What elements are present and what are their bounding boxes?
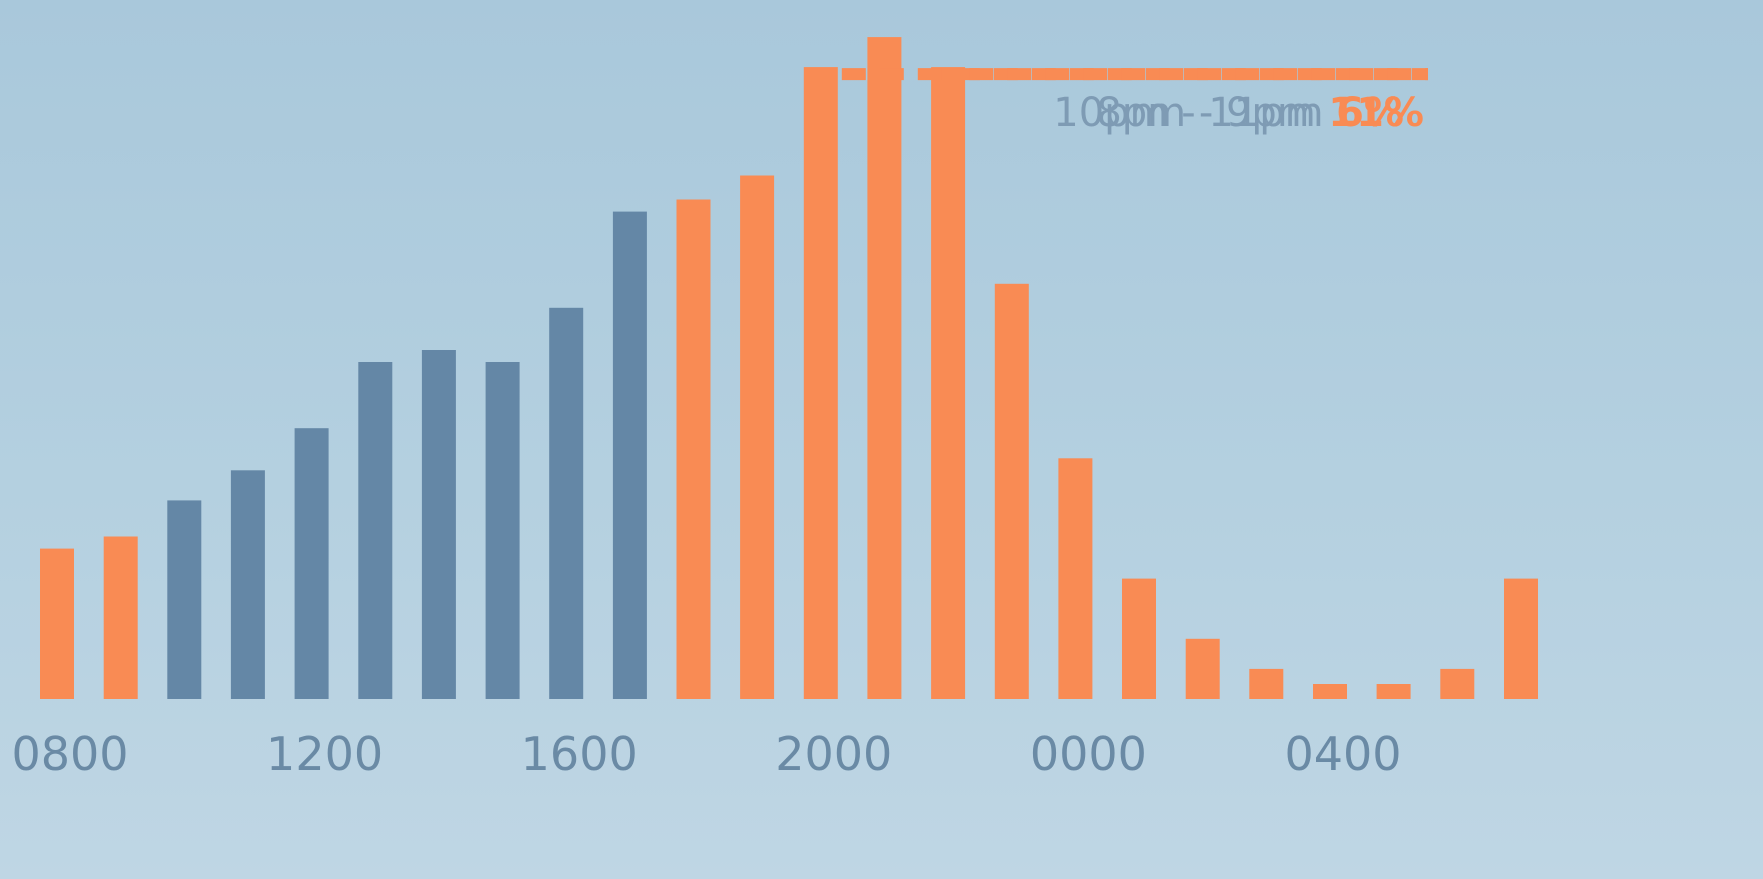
bar-0800 bbox=[40, 549, 74, 699]
x-tick-label: 0000 bbox=[1030, 727, 1147, 781]
bar-0100 bbox=[1122, 579, 1156, 699]
bar-1300 bbox=[358, 362, 392, 699]
bars-group bbox=[40, 37, 1538, 699]
annotation-label-10pm: 10pm - 11pm 6% bbox=[1053, 90, 1404, 136]
bar-0700 bbox=[1504, 579, 1538, 699]
bar-0500 bbox=[1377, 684, 1411, 699]
bar-1000 bbox=[167, 500, 201, 699]
bar-1400 bbox=[422, 350, 456, 699]
x-tick-label: 0800 bbox=[11, 727, 128, 781]
bar-1600 bbox=[549, 308, 583, 699]
bar-1700 bbox=[613, 212, 647, 699]
bar-1500 bbox=[486, 362, 520, 699]
x-tick-label: 1600 bbox=[521, 727, 638, 781]
annotations-group: 8pm - 9pm 11% 10pm - 11pm 6% bbox=[842, 74, 1428, 136]
bar-1200 bbox=[295, 428, 329, 699]
bar-2200 bbox=[931, 67, 965, 699]
x-tick-label: 2000 bbox=[775, 727, 892, 781]
annotation-value-10pm: 6% bbox=[1336, 90, 1404, 136]
bar-0000 bbox=[1058, 458, 1092, 699]
bar-1100 bbox=[231, 470, 265, 699]
x-axis: 0800 1200 1600 2000 0000 0400 bbox=[11, 727, 1401, 781]
bar-0900 bbox=[104, 537, 138, 700]
bar-0600 bbox=[1440, 669, 1474, 699]
bar-1900 bbox=[740, 176, 774, 700]
bar-2100 bbox=[867, 37, 901, 699]
bar-1800 bbox=[677, 200, 711, 700]
bar-0300 bbox=[1249, 669, 1283, 699]
bar-0200 bbox=[1186, 639, 1220, 699]
bar-0400 bbox=[1313, 684, 1347, 699]
x-tick-label: 0400 bbox=[1284, 727, 1401, 781]
annotation-range-10pm: 10pm - 11pm bbox=[1053, 90, 1323, 136]
bar-2300 bbox=[995, 284, 1029, 699]
x-tick-label: 1200 bbox=[266, 727, 383, 781]
bar-2000 bbox=[804, 67, 838, 699]
